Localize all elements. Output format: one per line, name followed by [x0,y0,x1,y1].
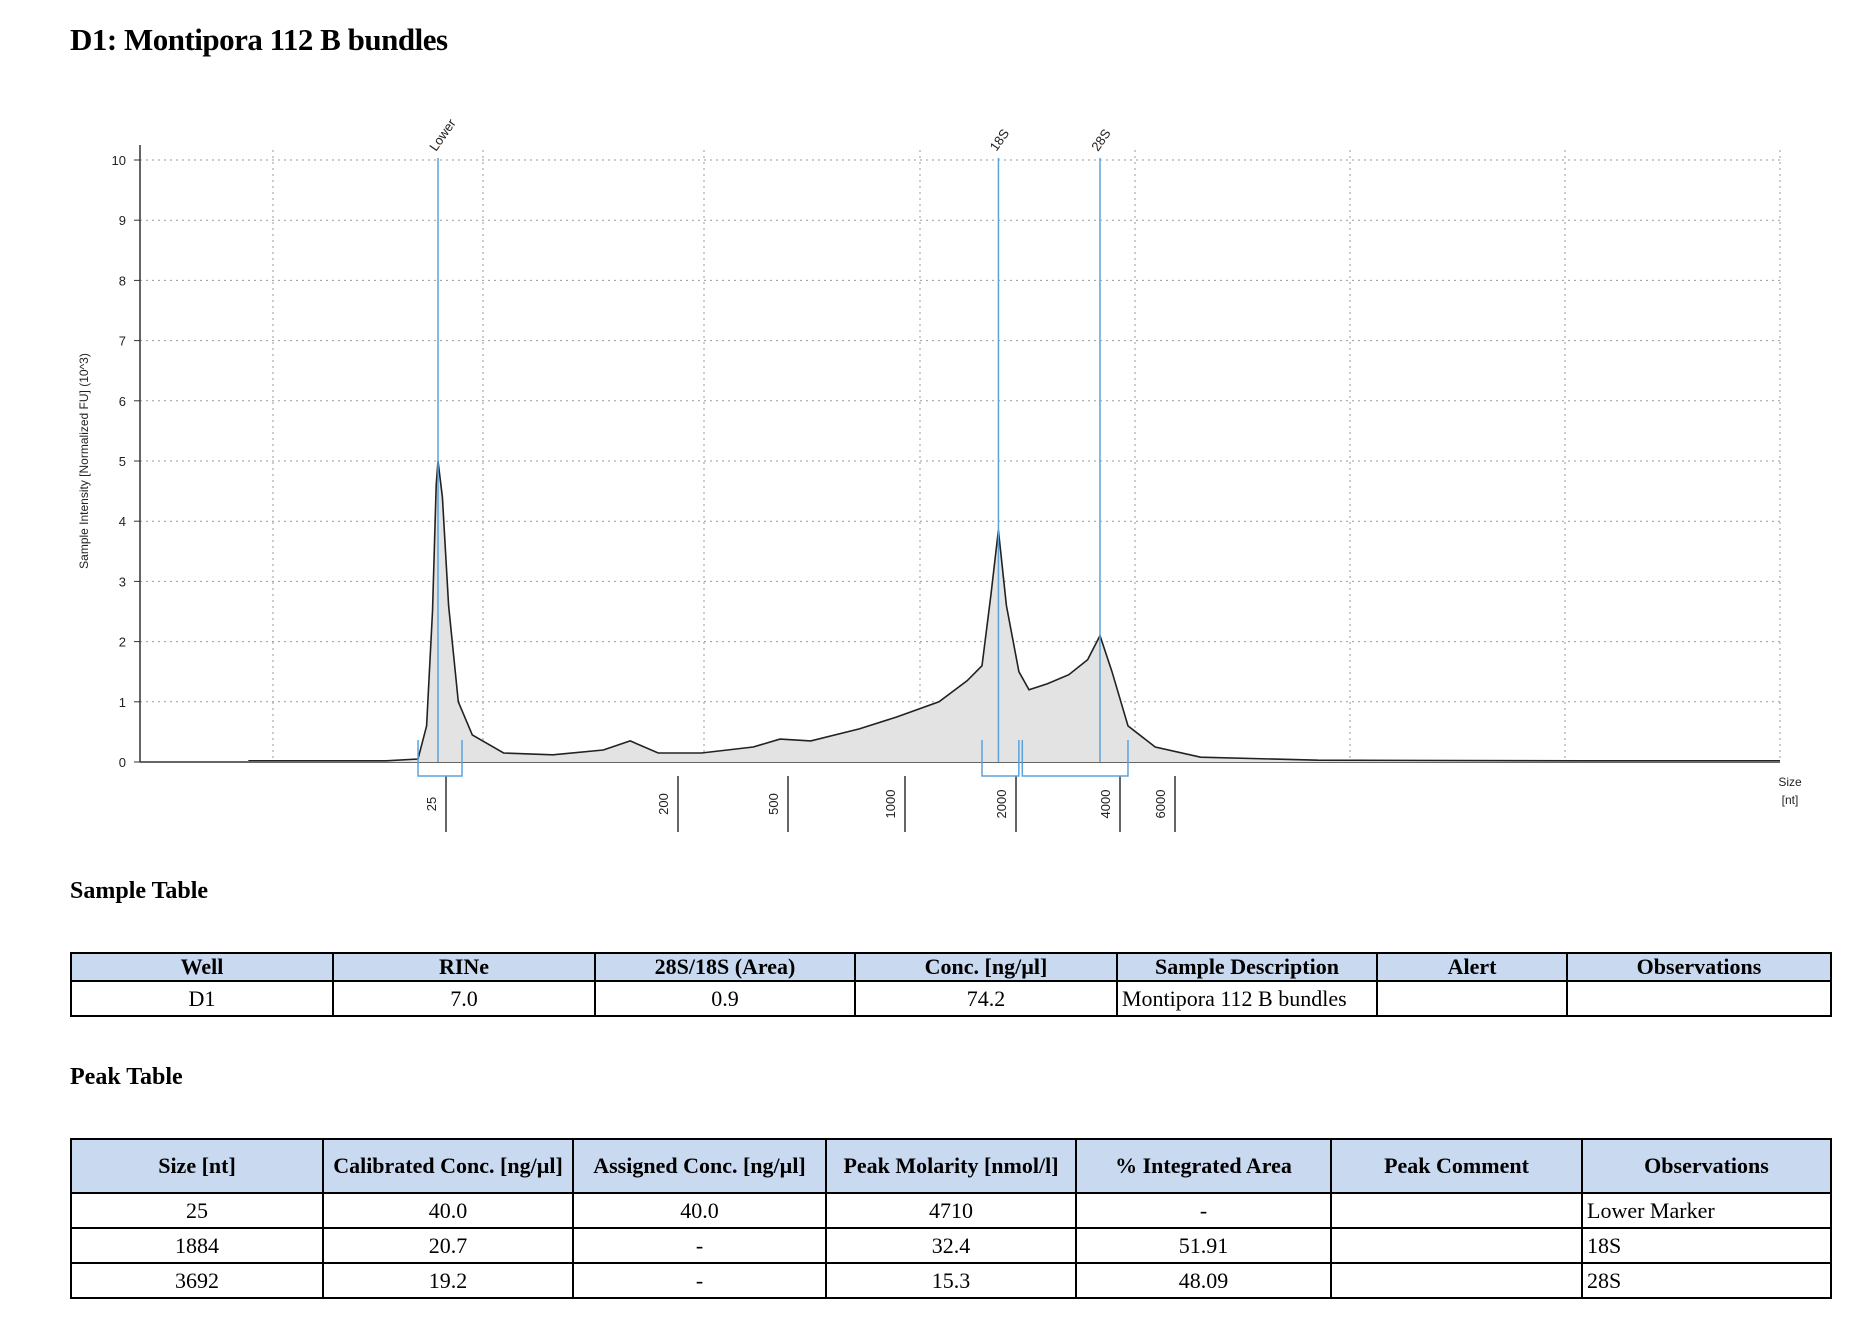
peak-table-cell: - [572,1262,827,1299]
peak-table-cell: 48.09 [1075,1262,1332,1299]
x-axis-unit-label: [nt] [1782,793,1799,807]
peak-table-header-6: Observations [1581,1138,1832,1194]
x-tick-label: 2000 [994,790,1009,819]
y-tick-label: 10 [112,153,126,168]
peak-marker-label: 28S [1088,126,1114,154]
peak-table-header-4: % Integrated Area [1075,1138,1332,1194]
peak-table-cell [1330,1192,1583,1229]
sample-table-cell: 0.9 [594,980,856,1017]
table-row: 25 40.0 40.0 4710- Lower Marker [70,1192,1832,1229]
table-row: D1 7.0 0.9 74.2 Montipora 112 B bundles [70,980,1832,1017]
sample-table: Well RINe 28S/18S (Area) Conc. [ng/µl] Sampl… [70,952,1832,1017]
peak-table-cell: 20.7 [322,1227,574,1264]
peak-table-cell [1330,1262,1583,1299]
peak-table-cell: 3692 [70,1262,324,1299]
peak-integration-bracket [1021,740,1129,777]
y-tick-label: 7 [119,334,126,349]
peak-table-cell: 28S [1581,1262,1832,1299]
y-tick-label: 3 [119,574,126,589]
sample-table-cell: D1 [70,980,334,1017]
y-tick-label: 6 [119,394,126,409]
peak-table: Size [nt] Calibrated Conc. [ng/µl] Assigne… [70,1138,1832,1299]
peak-table-heading: Peak Table [70,1064,183,1090]
peak-table-cell: 4710 [825,1192,1077,1229]
peak-table-cell: - [1075,1192,1332,1229]
peak-table-header-1: Calibrated Conc. [ng/µl] [322,1138,574,1194]
x-tick-label: 6000 [1153,790,1168,819]
sample-table-header-3: Conc. [ng/µl] [854,952,1118,982]
y-tick-label: 0 [119,755,126,770]
electropherogram-chart: 0 1 2 3 4 5 6 7 8 9 10 Sample Intensity [Normalized… [77,116,1802,832]
peak-table-cell: 19.2 [322,1262,574,1299]
y-tick-label: 9 [119,213,126,228]
peak-table-header-5: Peak Comment [1330,1138,1583,1194]
y-tick-label: 4 [119,514,126,529]
peak-integration-bracket [981,740,1020,777]
peak-table-cell: 32.4 [825,1227,1077,1264]
y-tick-label: 8 [119,273,126,288]
peak-table-cell: - [572,1227,827,1264]
sample-table-header-1: RINe [332,952,596,982]
x-tick-label: 500 [766,793,781,815]
y-axis-label: Sample Intensity [Normalized FU] (10^3) [77,353,91,569]
peak-marker-label: Lower [426,116,459,154]
x-tick-label: 200 [656,793,671,815]
peak-table-header-2: Assigned Conc. [ng/µl] [572,1138,827,1194]
sample-table-header-4: Sample Description [1116,952,1378,982]
sample-table-cell: Montipora 112 B bundles [1116,980,1378,1017]
peak-table-cell: 25 [70,1192,324,1229]
y-tick-label: 1 [119,695,126,710]
peak-table-cell: 15.3 [825,1262,1077,1299]
y-tick-label: 5 [119,454,126,469]
peak-table-cell: 40.0 [572,1192,827,1229]
peak-table-cell: Lower Marker [1581,1192,1832,1229]
peak-table-cell [1330,1227,1583,1264]
report-title: D1: Montipora 112 B bundles [70,22,448,57]
peak-table-cell: 18S [1581,1227,1832,1264]
sample-table-heading: Sample Table [70,878,209,904]
sample-table-header-6: Observations [1566,952,1832,982]
sample-table-cell: 7.0 [332,980,596,1017]
sample-table-cell [1376,980,1568,1017]
x-tick-label: 25 [424,797,439,811]
x-tick-label: 4000 [1098,790,1113,819]
sample-table-header-0: Well [70,952,334,982]
sample-table-header-2: 28S/18S (Area) [594,952,856,982]
peak-table-header-0: Size [nt] [70,1138,324,1194]
x-axis-label: Size [1778,775,1802,789]
peak-table-cell: 51.91 [1075,1227,1332,1264]
table-row: 3692 19.2-15.3 48.09 28S [70,1262,1832,1299]
peak-table-header-3: Peak Molarity [nmol/l] [825,1138,1077,1194]
trace-area [248,461,1780,762]
sample-table-cell: 74.2 [854,980,1118,1017]
sample-table-cell [1566,980,1832,1017]
peak-table-cell: 40.0 [322,1192,574,1229]
peak-marker-label: 18S [987,126,1013,154]
x-tick-label: 1000 [883,790,898,819]
y-tick-label: 2 [119,635,126,650]
peak-table-cell: 1884 [70,1227,324,1264]
peak-integration-bracket [417,740,463,777]
sample-table-header-5: Alert [1376,952,1568,982]
table-row: 1884 20.7-32.4 51.91 18S [70,1227,1832,1264]
